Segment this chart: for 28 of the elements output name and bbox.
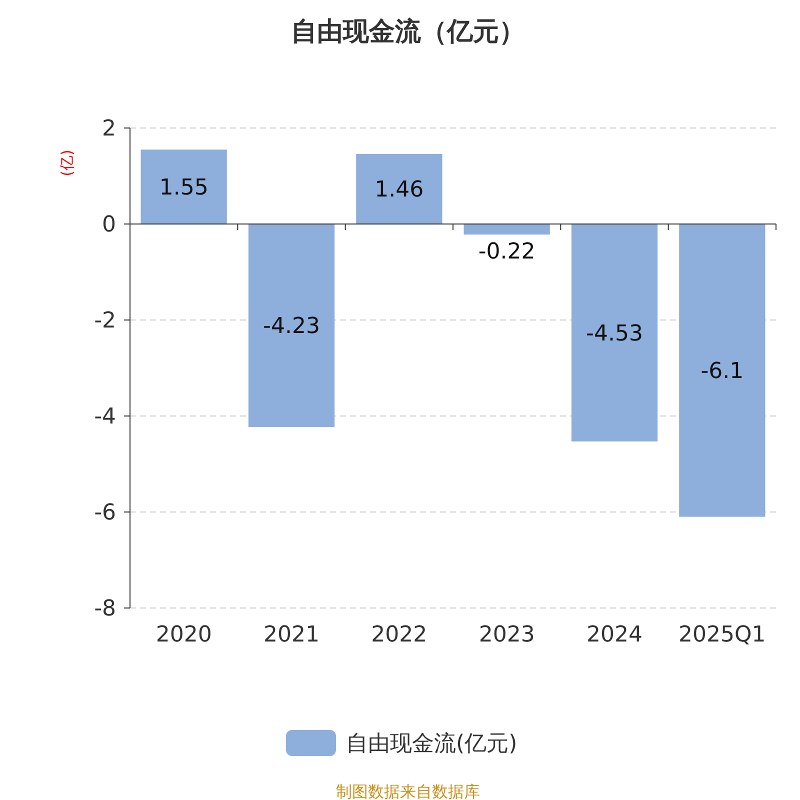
y-tick-label: -2 — [94, 308, 116, 334]
chart-title: 自由现金流（亿元） — [291, 17, 525, 47]
data-label: -4.53 — [586, 321, 643, 346]
data-label: -6.1 — [700, 359, 744, 384]
x-tick-label: 2022 — [371, 622, 428, 648]
x-tick-label: 2025Q1 — [678, 622, 766, 648]
y-tick-label: 2 — [102, 116, 116, 142]
y-tick-label: 0 — [102, 212, 116, 238]
bar — [679, 224, 766, 517]
text: 制图数据来自数据库 — [336, 782, 480, 800]
y-axis-title: (亿) — [58, 150, 76, 176]
data-label: -0.22 — [478, 239, 536, 264]
x-tick-label: 2024 — [586, 622, 642, 648]
data-label: -4.23 — [263, 314, 320, 340]
x-tick-label: 2021 — [264, 622, 320, 648]
data-label: 1.46 — [374, 178, 424, 203]
bar — [356, 154, 442, 224]
y-tick-label: -6 — [94, 500, 116, 526]
bar — [464, 224, 550, 235]
y-tick-label: -8 — [94, 596, 116, 622]
y-tick-label: -4 — [94, 404, 116, 430]
bar — [248, 224, 335, 428]
data-label: 1.55 — [159, 176, 208, 200]
x-tick-label: 2020 — [156, 622, 212, 648]
bar — [571, 224, 658, 442]
legend-label: 自由现金流(亿元) — [346, 732, 518, 757]
bar — [140, 150, 227, 224]
x-tick-label: 2023 — [478, 622, 535, 648]
